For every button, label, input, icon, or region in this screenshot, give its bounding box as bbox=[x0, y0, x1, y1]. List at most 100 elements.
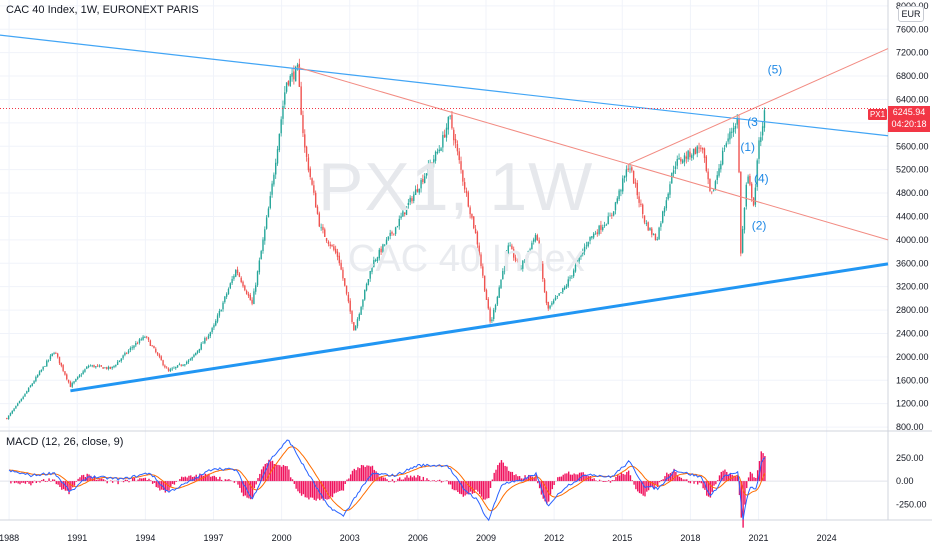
price-candle bbox=[198, 348, 201, 352]
price-candle bbox=[138, 339, 141, 343]
price-candle bbox=[322, 226, 324, 230]
price-candle bbox=[507, 245, 509, 255]
price-candle bbox=[142, 336, 144, 340]
price-candle bbox=[362, 299, 364, 307]
price-candle bbox=[689, 151, 691, 158]
price-candle bbox=[296, 64, 299, 68]
price-candle bbox=[418, 188, 420, 193]
y-tick-label: 8000.00 bbox=[896, 1, 929, 11]
price-candle bbox=[482, 266, 484, 276]
x-tick-label: 1988 bbox=[0, 533, 19, 543]
price-candle bbox=[160, 356, 162, 361]
price-candle bbox=[429, 164, 431, 167]
price-candle bbox=[304, 134, 306, 148]
y-tick-label: 800.00 bbox=[896, 422, 924, 432]
price-candle bbox=[71, 383, 73, 387]
price-candle bbox=[509, 245, 511, 247]
price-candle bbox=[491, 319, 493, 322]
price-candle bbox=[204, 337, 206, 344]
price-candle bbox=[127, 350, 130, 353]
price-candle bbox=[80, 374, 83, 376]
price-candle bbox=[340, 262, 342, 270]
y-tick-label: 2800.00 bbox=[896, 305, 929, 315]
price-candle bbox=[503, 266, 506, 272]
price-candle bbox=[554, 297, 557, 301]
price-candle bbox=[53, 353, 55, 355]
price-candle bbox=[456, 144, 459, 152]
price-candle bbox=[460, 161, 462, 170]
price-candle bbox=[187, 360, 190, 363]
price-candle bbox=[309, 168, 311, 177]
price-candle bbox=[394, 227, 397, 234]
watermark-name: CAC 40 Index bbox=[348, 238, 585, 280]
price-candle bbox=[576, 260, 579, 265]
price-candle bbox=[33, 381, 35, 384]
price-candle bbox=[647, 222, 649, 231]
price-candle bbox=[404, 212, 406, 215]
macd-indicator-label[interactable]: MACD (12, 26, close, 9) bbox=[6, 436, 124, 448]
price-candle bbox=[222, 302, 224, 310]
price-candle bbox=[387, 236, 390, 240]
price-candle bbox=[47, 359, 50, 361]
x-tick-label: 2021 bbox=[749, 533, 769, 543]
price-candle bbox=[571, 275, 573, 277]
price-candle bbox=[316, 206, 319, 214]
price-candle bbox=[701, 147, 704, 150]
price-candle bbox=[56, 353, 59, 357]
price-candle bbox=[284, 92, 286, 105]
price-candle bbox=[667, 193, 669, 200]
price-candle bbox=[632, 170, 635, 184]
price-candle bbox=[442, 135, 444, 148]
price-candle bbox=[364, 289, 366, 300]
price-candle bbox=[24, 393, 26, 397]
price-candle bbox=[389, 232, 391, 236]
price-candle bbox=[9, 413, 12, 416]
price-candle bbox=[525, 255, 528, 261]
price-candle bbox=[513, 249, 515, 258]
price-candle bbox=[294, 66, 297, 82]
x-tick-label: 1991 bbox=[67, 533, 87, 543]
price-candle bbox=[182, 364, 184, 366]
price-candle bbox=[516, 260, 519, 261]
price-candle bbox=[325, 238, 328, 241]
price-candle bbox=[649, 227, 651, 231]
price-candle bbox=[747, 176, 749, 184]
price-candle bbox=[396, 226, 399, 228]
price-candle bbox=[27, 387, 30, 392]
price-candle bbox=[242, 281, 244, 287]
price-candle bbox=[329, 244, 331, 246]
y-tick-label: 7600.00 bbox=[896, 24, 929, 34]
price-candle bbox=[173, 367, 175, 369]
price-candle bbox=[89, 365, 92, 367]
price-candle bbox=[51, 353, 53, 356]
price-candle bbox=[732, 127, 735, 133]
price-candle bbox=[449, 115, 451, 117]
price-candle bbox=[265, 217, 268, 229]
price-candle bbox=[18, 401, 21, 404]
price-candle bbox=[520, 267, 522, 269]
price-candle bbox=[731, 131, 733, 133]
price-candle bbox=[411, 198, 413, 202]
macd-y-tick-label: 0.00 bbox=[896, 476, 914, 486]
price-candle bbox=[95, 366, 97, 368]
price-candle bbox=[66, 374, 68, 380]
price-candle bbox=[91, 365, 93, 367]
price-candle bbox=[665, 200, 668, 209]
elliott-wave-label: (2) bbox=[752, 218, 767, 232]
price-candle bbox=[545, 291, 548, 303]
currency-button[interactable]: EUR bbox=[898, 6, 924, 22]
price-candle bbox=[253, 291, 255, 305]
price-candle bbox=[652, 234, 655, 235]
x-tick-label: 2009 bbox=[476, 533, 496, 543]
price-candle bbox=[106, 367, 108, 369]
price-candle bbox=[638, 196, 640, 203]
price-candle bbox=[741, 229, 744, 253]
macd-line bbox=[8, 439, 766, 522]
price-candle bbox=[552, 300, 555, 304]
x-tick-label: 2000 bbox=[272, 533, 292, 543]
price-candle bbox=[69, 381, 72, 388]
price-candle bbox=[184, 364, 186, 366]
price-candle bbox=[207, 335, 210, 339]
price-candle bbox=[236, 269, 239, 274]
